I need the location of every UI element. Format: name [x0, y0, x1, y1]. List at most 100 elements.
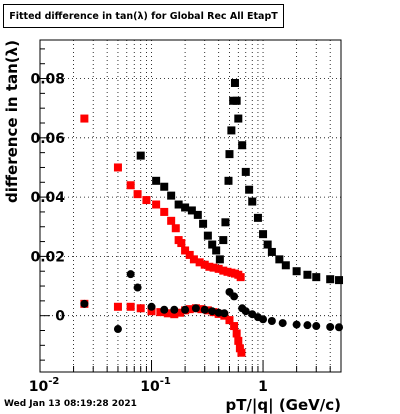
data-point-square [292, 267, 301, 276]
data-point-square [225, 316, 234, 325]
y-tick-label: 0.06 [30, 131, 65, 147]
data-point-square [230, 322, 239, 331]
data-point-square [200, 260, 209, 269]
data-point-square [209, 263, 218, 272]
data-point-square [237, 348, 246, 357]
y-tick-label: 0.04 [30, 190, 65, 206]
data-point-square [195, 258, 204, 267]
x-tick-label: 10-1 [140, 376, 171, 395]
data-point-circle [335, 323, 344, 332]
data-point-square [185, 305, 194, 314]
data-point-square [133, 190, 142, 199]
data-point-circle [200, 305, 209, 314]
data-point-square [248, 197, 257, 206]
data-point-square [187, 206, 196, 215]
data-point-circle [170, 305, 179, 314]
data-point-square [205, 262, 214, 271]
data-point-square [177, 239, 186, 248]
data-point-circle [303, 321, 312, 330]
data-point-square [234, 114, 243, 123]
data-point-square [152, 176, 161, 185]
data-point-square [113, 163, 122, 172]
data-point-square [167, 216, 176, 225]
data-point-square [326, 275, 335, 284]
data-point-square [147, 307, 156, 316]
x-tick-label: 10-2 [29, 376, 60, 395]
data-point-square [215, 255, 224, 264]
data-point-square [227, 126, 236, 135]
data-point-circle [312, 322, 321, 331]
data-point-square [193, 210, 202, 219]
data-point-square [181, 203, 190, 212]
data-point-square [303, 270, 312, 279]
data-point-square [267, 247, 276, 256]
data-point-square [253, 213, 262, 222]
data-point-square [175, 308, 184, 317]
data-point-circle [267, 317, 276, 326]
data-point-square [230, 78, 239, 87]
data-point-circle [147, 302, 156, 311]
data-point-square [236, 273, 245, 282]
data-point-square [275, 255, 284, 264]
y-tick-label: 0.02 [30, 249, 65, 265]
data-point-square [219, 236, 228, 245]
data-point-square [189, 255, 198, 264]
x-axis-title: pT/|q| (GeV/c) [225, 396, 341, 414]
data-point-square [335, 276, 344, 285]
data-point-square [219, 266, 228, 275]
plot-frame [39, 39, 342, 373]
data-point-square [232, 329, 241, 338]
data-point-square [156, 308, 165, 317]
data-point-square [142, 196, 151, 205]
data-point-circle [241, 307, 250, 316]
data-point-circle [80, 299, 89, 308]
data-point-square [263, 240, 272, 249]
data-point-circle [133, 283, 142, 292]
data-point-square [185, 250, 194, 259]
data-point-circle [292, 320, 301, 329]
y-tick-label: 0 [55, 309, 65, 325]
x-tick-label: 1 [258, 379, 268, 395]
data-point-square [136, 151, 145, 160]
data-point-square [312, 273, 321, 282]
data-point-square [238, 141, 247, 150]
data-point-square [113, 302, 122, 311]
data-point-square [214, 264, 223, 273]
data-point-square [235, 344, 244, 353]
y-axis-title: difference in tan(λ) [3, 40, 21, 203]
data-point-square [171, 224, 180, 233]
data-point-circle [126, 270, 135, 279]
data-point-square [160, 182, 169, 191]
data-point-square [167, 191, 176, 200]
data-point-square [208, 240, 217, 249]
data-point-circle [259, 315, 268, 324]
data-point-square [232, 96, 241, 105]
data-point-square [241, 167, 250, 176]
data-point-square [126, 181, 135, 190]
data-point-circle [220, 309, 229, 318]
data-point-square [259, 230, 268, 239]
data-point-square [136, 304, 145, 313]
data-point-square [221, 218, 230, 227]
data-point-square [170, 310, 179, 319]
data-point-square [245, 185, 254, 194]
y-tick-label: 0.08 [30, 72, 65, 88]
data-point-square [212, 246, 221, 255]
data-point-square [174, 200, 183, 209]
data-point-square [152, 200, 161, 209]
data-point-square [281, 261, 290, 270]
data-point-circle [113, 325, 122, 334]
data-point-circle [278, 319, 287, 328]
data-point-square [224, 176, 233, 185]
data-point-square [234, 336, 243, 345]
data-point-square [225, 150, 234, 159]
timestamp: Wed Jan 13 08:19:28 2021 [4, 399, 137, 409]
data-point-square [80, 114, 89, 123]
data-point-square [203, 231, 212, 240]
data-point-square [199, 219, 208, 228]
data-point-circle [181, 305, 190, 314]
data-point-square [126, 302, 135, 311]
chart-title: Fitted difference in tan(λ) for Global R… [3, 4, 284, 28]
data-point-square [181, 246, 190, 255]
